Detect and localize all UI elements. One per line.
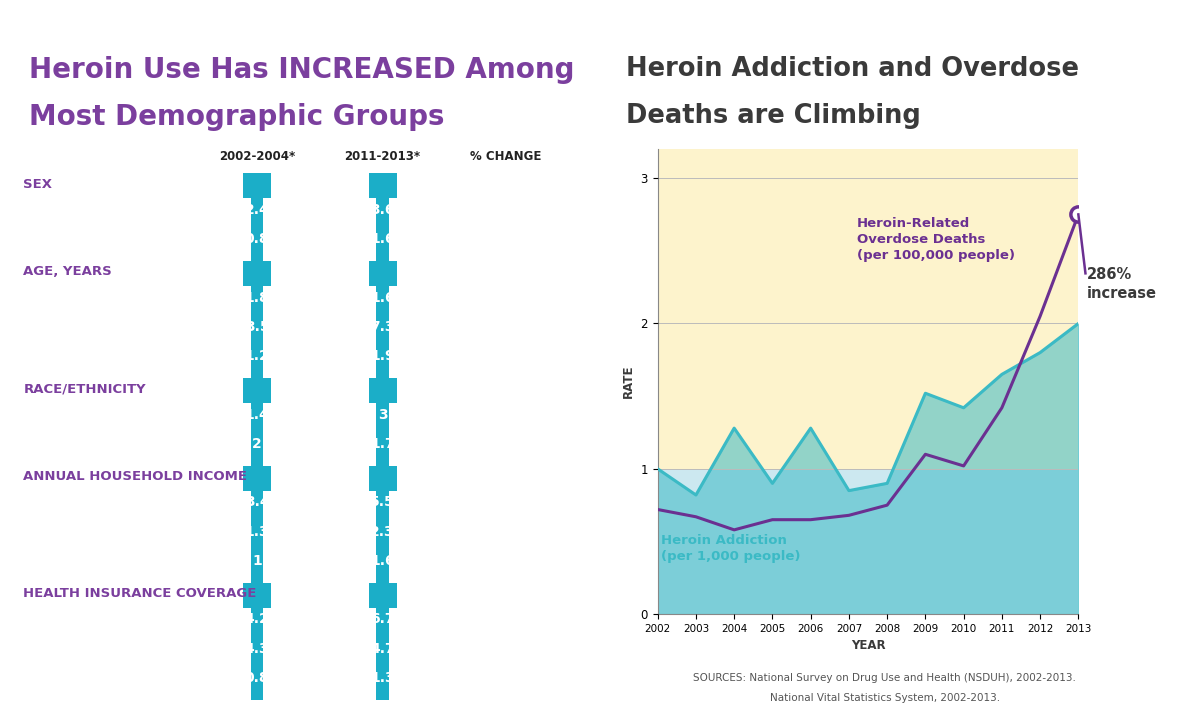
Text: 60%: 60% <box>488 613 521 626</box>
Bar <box>243 466 271 491</box>
Text: 18-25: 18-25 <box>24 320 59 334</box>
Text: 2.3: 2.3 <box>371 525 395 539</box>
Bar <box>369 466 397 491</box>
Text: None: None <box>24 613 56 626</box>
Text: 2.4: 2.4 <box>244 203 269 217</box>
Text: 50%: 50% <box>488 203 523 217</box>
Text: Heroin-Related
Overdose Deaths
(per 100,000 people): Heroin-Related Overdose Deaths (per 100,… <box>857 217 1014 263</box>
Text: National Vital Statistics System, 2002-2013.: National Vital Statistics System, 2002-2… <box>769 693 1000 703</box>
Text: Other: Other <box>24 437 59 450</box>
Text: AGE, YEARS: AGE, YEARS <box>24 266 113 278</box>
Text: Female: Female <box>24 233 69 246</box>
Text: 1.3: 1.3 <box>371 671 395 685</box>
Text: 1.6: 1.6 <box>371 232 395 246</box>
Text: 0.8: 0.8 <box>245 671 269 685</box>
Text: 62%: 62% <box>488 496 523 509</box>
Text: Less than $20,000: Less than $20,000 <box>24 496 139 509</box>
Text: --: -- <box>500 642 511 656</box>
Text: 6.7: 6.7 <box>371 613 395 626</box>
Text: 109%: 109% <box>483 320 527 334</box>
Text: 286%
increase: 286% increase <box>1087 267 1157 301</box>
Text: 2011-2013*: 2011-2013* <box>345 150 421 163</box>
Text: SEX: SEX <box>24 178 52 190</box>
Text: Most Demographic Groups: Most Demographic Groups <box>30 103 444 131</box>
Bar <box>243 583 271 608</box>
Bar <box>250 173 263 700</box>
Text: 1.3: 1.3 <box>245 525 269 539</box>
Y-axis label: RATE: RATE <box>622 365 635 398</box>
Text: 2: 2 <box>252 437 262 451</box>
Text: 7.3: 7.3 <box>371 320 395 334</box>
Text: 1.6: 1.6 <box>371 554 395 568</box>
Text: Non-Hispanic white: Non-Hispanic white <box>24 408 145 421</box>
Text: 3.4: 3.4 <box>245 496 269 509</box>
Bar <box>369 378 397 403</box>
Text: Heroin Addiction and Overdose: Heroin Addiction and Overdose <box>626 56 1080 82</box>
Text: 114%: 114% <box>483 408 527 422</box>
Text: 4.7: 4.7 <box>371 642 395 656</box>
Text: 4.2: 4.2 <box>244 613 269 626</box>
Text: 63%: 63% <box>488 671 521 685</box>
Bar <box>369 583 397 608</box>
Text: 1.4: 1.4 <box>244 408 269 422</box>
Text: 60%: 60% <box>488 554 521 568</box>
Text: --: -- <box>500 437 511 451</box>
Text: 1: 1 <box>252 554 262 568</box>
Text: 1.9: 1.9 <box>371 349 395 363</box>
Text: 77%: 77% <box>488 525 521 539</box>
Text: Male: Male <box>24 203 53 217</box>
Text: Medicaid: Medicaid <box>24 643 79 655</box>
Text: 58%: 58% <box>488 349 523 363</box>
Text: 0.8: 0.8 <box>245 232 269 246</box>
Text: 1.6: 1.6 <box>371 290 395 305</box>
Bar <box>243 378 271 403</box>
Text: Heroin Use Has INCREASED Among: Heroin Use Has INCREASED Among <box>30 56 575 84</box>
Text: 1.7: 1.7 <box>371 437 395 451</box>
Text: $20,000–$49,999: $20,000–$49,999 <box>24 525 121 539</box>
Bar <box>243 261 271 286</box>
Text: 2002-2004*: 2002-2004* <box>219 150 295 163</box>
Text: 100%: 100% <box>483 232 527 246</box>
Text: RACE/ETHNICITY: RACE/ETHNICITY <box>24 383 146 395</box>
Bar <box>369 173 397 198</box>
Text: SOURCES: National Survey on Drug Use and Health (NSDUH), 2002-2013.: SOURCES: National Survey on Drug Use and… <box>693 673 1076 683</box>
Text: 3: 3 <box>378 408 387 422</box>
Text: Heroin Addiction
(per 1,000 people): Heroin Addiction (per 1,000 people) <box>661 535 801 563</box>
Text: Private or other: Private or other <box>24 672 121 684</box>
Text: 1.2: 1.2 <box>244 349 269 363</box>
Text: --: -- <box>500 290 511 305</box>
Text: Deaths are Climbing: Deaths are Climbing <box>626 103 921 129</box>
Text: ANNUAL HOUSEHOLD INCOME: ANNUAL HOUSEHOLD INCOME <box>24 470 248 484</box>
Bar <box>243 173 271 198</box>
Text: 4.3: 4.3 <box>245 642 269 656</box>
Text: % CHANGE: % CHANGE <box>469 150 542 163</box>
Text: 5.5: 5.5 <box>370 496 395 509</box>
Text: 12-17: 12-17 <box>24 291 59 304</box>
Text: 1.8: 1.8 <box>244 290 269 305</box>
Bar <box>369 261 397 286</box>
Bar <box>658 149 1078 469</box>
Text: 3.5: 3.5 <box>245 320 269 334</box>
Bar <box>376 173 389 700</box>
X-axis label: YEAR: YEAR <box>851 640 885 652</box>
Text: 3.6: 3.6 <box>371 203 395 217</box>
Text: HEALTH INSURANCE COVERAGE: HEALTH INSURANCE COVERAGE <box>24 587 257 600</box>
Text: $50,000 or more: $50,000 or more <box>24 555 128 567</box>
Text: 26 or older: 26 or older <box>24 349 92 363</box>
